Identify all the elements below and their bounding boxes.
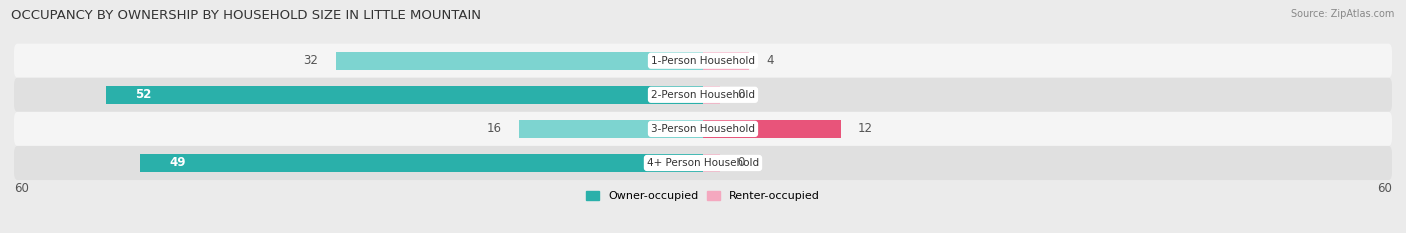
Bar <box>141 154 703 172</box>
Bar <box>703 120 841 138</box>
Text: 60: 60 <box>14 182 30 195</box>
Text: 0: 0 <box>738 157 745 169</box>
Text: 4+ Person Household: 4+ Person Household <box>647 158 759 168</box>
FancyBboxPatch shape <box>14 146 1392 180</box>
FancyBboxPatch shape <box>14 44 1392 78</box>
Bar <box>703 52 749 70</box>
FancyBboxPatch shape <box>14 112 1392 146</box>
Text: OCCUPANCY BY OWNERSHIP BY HOUSEHOLD SIZE IN LITTLE MOUNTAIN: OCCUPANCY BY OWNERSHIP BY HOUSEHOLD SIZE… <box>11 9 481 22</box>
Text: Source: ZipAtlas.com: Source: ZipAtlas.com <box>1291 9 1395 19</box>
Text: 52: 52 <box>135 88 150 101</box>
Text: 12: 12 <box>858 122 873 135</box>
Text: 32: 32 <box>304 54 318 67</box>
Text: 3-Person Household: 3-Person Household <box>651 124 755 134</box>
Bar <box>336 52 703 70</box>
Legend: Owner-occupied, Renter-occupied: Owner-occupied, Renter-occupied <box>586 191 820 201</box>
Text: 2-Person Household: 2-Person Household <box>651 90 755 100</box>
Bar <box>105 86 703 104</box>
Text: 0: 0 <box>738 88 745 101</box>
Text: 49: 49 <box>169 157 186 169</box>
Bar <box>703 86 720 104</box>
FancyBboxPatch shape <box>14 78 1392 112</box>
Bar <box>703 154 720 172</box>
Text: 16: 16 <box>486 122 502 135</box>
Bar <box>519 120 703 138</box>
Text: 4: 4 <box>766 54 773 67</box>
Text: 60: 60 <box>1376 182 1392 195</box>
Text: 1-Person Household: 1-Person Household <box>651 56 755 66</box>
